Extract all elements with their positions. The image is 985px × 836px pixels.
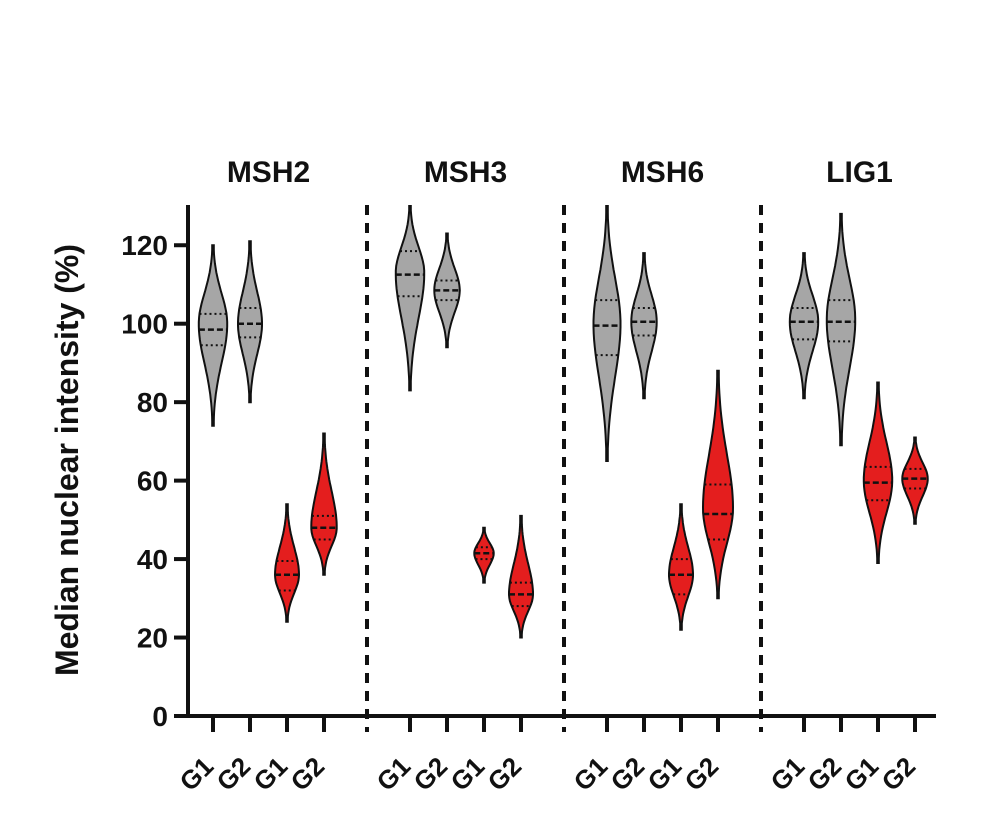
- violin-body: [630, 252, 658, 400]
- y-tick-label: 40: [137, 544, 168, 575]
- violin-body: [592, 205, 622, 462]
- violin-body: [701, 369, 735, 600]
- violin-body: [473, 526, 495, 584]
- y-tick-label: 120: [121, 230, 168, 261]
- panel-title: MSH6: [621, 156, 704, 189]
- violin-body: [668, 503, 694, 631]
- violin-body: [237, 240, 263, 404]
- y-axis-label: Median nuclear intensity (%): [49, 244, 85, 676]
- violin-body: [197, 244, 229, 427]
- violin-body: [310, 432, 338, 576]
- panel-title: MSH3: [424, 156, 507, 189]
- violins-layer: [197, 205, 929, 639]
- violin-body: [273, 503, 301, 623]
- violin-body: [508, 514, 534, 639]
- panel-title: LIG1: [826, 156, 893, 189]
- violin-body: [825, 212, 857, 447]
- x-tick-label: G2: [482, 751, 528, 797]
- x-tick-label: G2: [285, 751, 331, 797]
- y-tick-label: 100: [121, 309, 168, 340]
- y-tick-label: 80: [137, 387, 168, 418]
- x-tick-label: G2: [679, 751, 725, 797]
- x-tick-label: G2: [876, 751, 922, 797]
- violin-body: [862, 381, 894, 564]
- violin-body: [394, 205, 426, 392]
- y-tick-label: 20: [137, 623, 168, 654]
- violin-body: [788, 252, 820, 400]
- y-tick-label: 0: [152, 701, 168, 732]
- violin-body: [901, 436, 929, 525]
- y-tick-label: 60: [137, 466, 168, 497]
- labels-layer: 020406080100120MSH2G1G2G1G2MSH3G1G2G1G2M…: [121, 156, 921, 797]
- panel-title: MSH2: [227, 156, 310, 189]
- axes-layer: [174, 205, 936, 732]
